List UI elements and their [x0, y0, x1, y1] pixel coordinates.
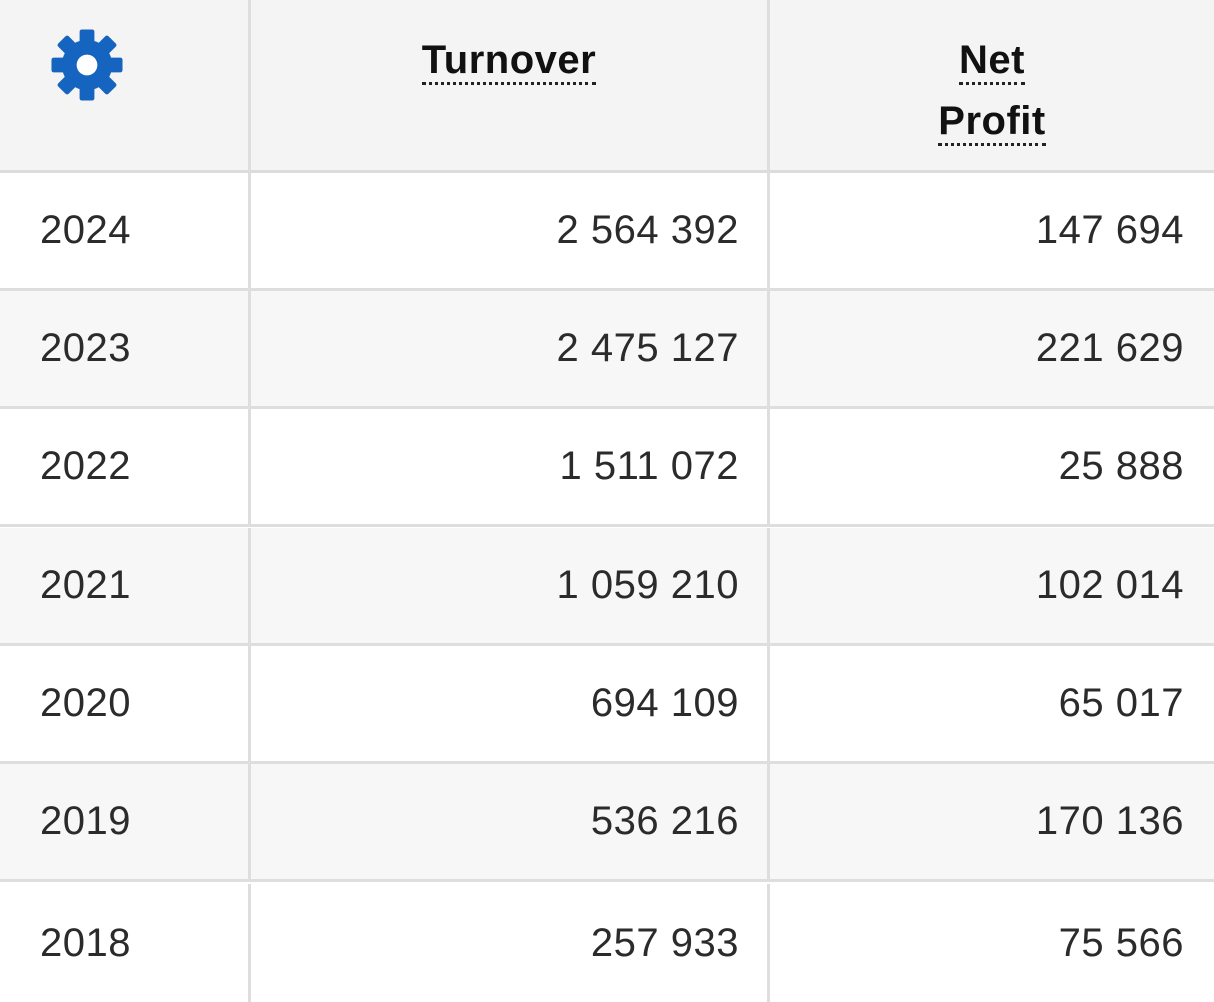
turnover-cell: 2 475 127	[248, 291, 767, 406]
net-profit-header-line1[interactable]: Net	[959, 38, 1025, 85]
year-cell: 2024	[40, 208, 131, 252]
net-profit-header-label[interactable]: Net Profit	[938, 30, 1046, 152]
turnover-cell: 1 511 072	[248, 409, 767, 524]
gear-icon[interactable]	[50, 28, 124, 102]
net-profit-cell: 102 014	[767, 528, 1214, 643]
turnover-cell: 2 564 392	[248, 173, 767, 288]
net-profit-cell: 65 017	[767, 646, 1214, 761]
table-row: 2024 2 564 392 147 694	[0, 173, 1214, 291]
table-row: 2018 257 933 75 566	[0, 884, 1214, 1002]
turnover-cell: 694 109	[248, 646, 767, 761]
year-cell: 2018	[40, 920, 131, 965]
year-cell: 2020	[40, 681, 131, 725]
column-header-net-profit[interactable]: Net Profit	[767, 0, 1214, 170]
table-row: 2022 1 511 072 25 888	[0, 409, 1214, 527]
turnover-header-text[interactable]: Turnover	[421, 38, 597, 85]
turnover-cell: 257 933	[248, 884, 767, 1002]
net-profit-cell: 25 888	[767, 409, 1214, 524]
net-profit-cell: 147 694	[767, 173, 1214, 288]
table-row: 2021 1 059 210 102 014	[0, 528, 1214, 646]
year-cell: 2019	[40, 799, 131, 843]
net-profit-cell: 75 566	[767, 884, 1214, 1002]
table-row: 2020 694 109 65 017	[0, 646, 1214, 764]
settings-cell[interactable]	[0, 0, 248, 170]
column-header-turnover[interactable]: Turnover	[248, 0, 767, 170]
table-row: 2019 536 216 170 136	[0, 764, 1214, 882]
net-profit-cell: 221 629	[767, 291, 1214, 406]
turnover-cell: 1 059 210	[248, 528, 767, 643]
table-header: Turnover Net Profit	[0, 0, 1214, 173]
net-profit-header-line2[interactable]: Profit	[938, 99, 1046, 146]
table-row: 2023 2 475 127 221 629	[0, 291, 1214, 409]
turnover-header-label[interactable]: Turnover	[421, 30, 597, 91]
net-profit-cell: 170 136	[767, 764, 1214, 879]
year-cell: 2021	[40, 563, 131, 607]
turnover-cell: 536 216	[248, 764, 767, 879]
year-cell: 2022	[40, 444, 131, 488]
year-cell: 2023	[40, 326, 131, 370]
